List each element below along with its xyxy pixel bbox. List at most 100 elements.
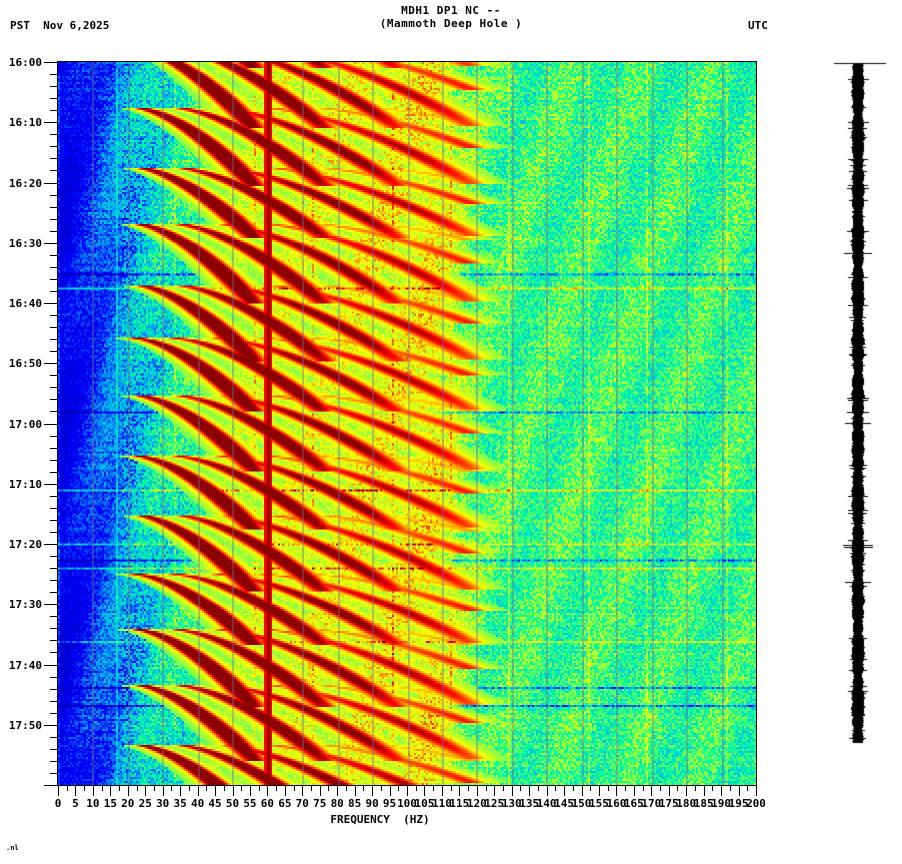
- time-tick-minor-left: [50, 158, 58, 159]
- freq-label: 10: [86, 797, 100, 810]
- freq-label: 35: [173, 797, 187, 810]
- freq-tick-minor: [520, 785, 521, 791]
- time-tick-minor-left: [50, 592, 58, 593]
- time-label-pst: 16:50: [8, 357, 42, 371]
- freq-tick-minor: [712, 785, 713, 791]
- time-tick-minor-left: [50, 460, 58, 461]
- freq-label: 50: [225, 797, 240, 810]
- timezone-label-right: UTC: [748, 19, 768, 32]
- time-tick-minor-left: [50, 652, 58, 653]
- freq-label: 160: [606, 797, 627, 810]
- time-label-pst: 17:00: [8, 417, 42, 431]
- freq-label: 20: [121, 797, 135, 810]
- freq-tick-major: [145, 785, 146, 796]
- time-tick-major-left: [44, 484, 58, 485]
- spectrogram-canvas[interactable]: [58, 62, 756, 785]
- time-label-pst: 17:10: [8, 477, 42, 491]
- corner-mark: .nl: [6, 844, 19, 852]
- time-tick-minor-left: [50, 556, 58, 557]
- freq-tick-minor: [625, 785, 626, 791]
- time-tick-minor-left: [50, 375, 58, 376]
- freq-tick-major: [616, 785, 617, 796]
- freq-label: 90: [365, 797, 379, 810]
- freq-tick-minor: [328, 785, 329, 791]
- freq-label: 25: [138, 797, 152, 810]
- time-tick-minor-left: [50, 279, 58, 280]
- time-tick-minor-left: [50, 231, 58, 232]
- freq-tick-major: [215, 785, 216, 796]
- time-tick-minor-left: [50, 628, 58, 629]
- time-tick-minor-left: [50, 689, 58, 690]
- freq-label: 0: [54, 797, 62, 810]
- time-tick-minor-left: [50, 761, 58, 762]
- time-tick-minor-left: [50, 508, 58, 509]
- freq-tick-minor: [503, 785, 504, 791]
- freq-tick-major: [110, 785, 111, 796]
- freq-tick-minor: [224, 785, 225, 791]
- freq-tick-major: [477, 785, 478, 796]
- time-tick-minor-left: [50, 448, 58, 449]
- freq-tick-major: [721, 785, 722, 796]
- freq-tick-major: [93, 785, 94, 796]
- frequency-axis-title: FREQUENCY (HZ): [330, 813, 430, 826]
- freq-tick-major: [163, 785, 164, 796]
- freq-tick-major: [756, 785, 757, 796]
- freq-tick-major: [390, 785, 391, 796]
- freq-tick-major: [599, 785, 600, 796]
- freq-tick-major: [355, 785, 356, 796]
- time-label-pst: 16:40: [8, 297, 42, 310]
- time-tick-major-left: [44, 183, 58, 184]
- freq-tick-minor: [538, 785, 539, 791]
- time-label-pst: 16:20: [8, 176, 42, 190]
- freq-tick-major: [442, 785, 443, 796]
- freq-tick-minor: [241, 785, 242, 791]
- time-tick-minor-left: [50, 496, 58, 497]
- time-tick-major-left: [44, 604, 58, 605]
- time-label-pst: 16:00: [8, 56, 42, 69]
- time-tick-major-left: [44, 725, 58, 726]
- time-tick-major-left: [44, 424, 58, 425]
- freq-tick-minor: [608, 785, 609, 791]
- freq-label: 165: [623, 797, 644, 810]
- time-tick-major-left: [44, 544, 58, 545]
- freq-tick-minor: [573, 785, 574, 791]
- time-tick-major-left: [44, 243, 58, 244]
- time-tick-major-left: [44, 122, 58, 123]
- freq-label: 70: [295, 797, 309, 810]
- time-tick-minor-left: [50, 701, 58, 702]
- seismogram-trace-panel[interactable]: [820, 60, 900, 788]
- freq-label: 40: [190, 797, 205, 810]
- freq-label: 115: [449, 797, 470, 810]
- freq-tick-minor: [643, 785, 644, 791]
- time-tick-minor-left: [50, 351, 58, 352]
- freq-tick-major: [320, 785, 321, 796]
- freq-tick-minor: [206, 785, 207, 791]
- time-tick-minor-left: [50, 339, 58, 340]
- freq-tick-major: [529, 785, 530, 796]
- freq-label: 135: [519, 797, 540, 810]
- freq-label: 140: [536, 797, 557, 810]
- time-tick-minor-left: [50, 737, 58, 738]
- freq-tick-major: [198, 785, 199, 796]
- timezone-label-left: PST Nov 6,2025: [10, 19, 110, 32]
- freq-tick-minor: [102, 785, 103, 791]
- freq-tick-minor: [363, 785, 364, 791]
- freq-tick-major: [250, 785, 251, 796]
- freq-label: 190: [711, 797, 732, 810]
- freq-label: 180: [676, 797, 697, 810]
- freq-label: 55: [243, 797, 257, 810]
- time-tick-minor-left: [50, 146, 58, 147]
- freq-label: 45: [208, 797, 222, 810]
- time-tick-minor-left: [50, 520, 58, 521]
- freq-tick-minor: [171, 785, 172, 791]
- time-tick-minor-left: [50, 568, 58, 569]
- freq-tick-minor: [84, 785, 85, 791]
- spectrogram-plot[interactable]: [58, 62, 756, 785]
- time-label-pst: 17:30: [8, 598, 42, 612]
- freq-tick-major: [75, 785, 76, 796]
- time-tick-minor-left: [50, 219, 58, 220]
- freq-label: 170: [641, 797, 662, 810]
- time-tick-minor-left: [50, 399, 58, 400]
- time-tick-major-left: [44, 363, 58, 364]
- freq-label: 195: [728, 797, 749, 810]
